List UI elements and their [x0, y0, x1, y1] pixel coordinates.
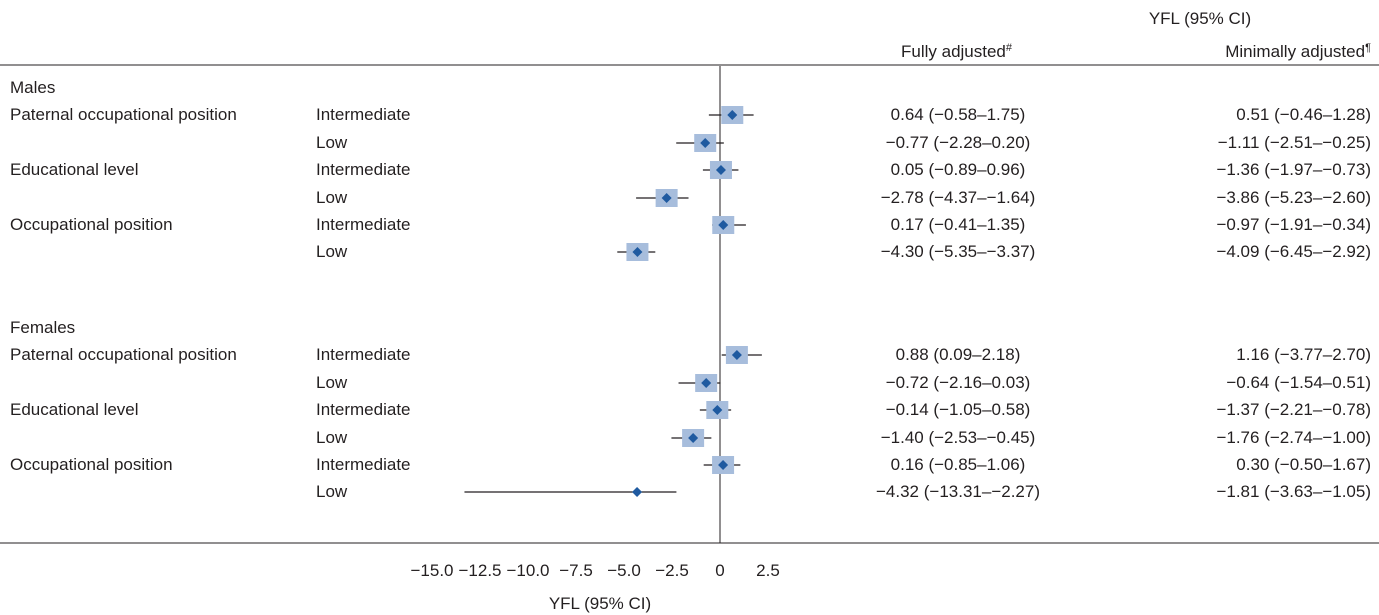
row-fully-adjusted-value: −2.78 (−4.37–−1.64) [880, 188, 1036, 207]
point-estimate-marker [727, 110, 738, 120]
tick-label: −12.5 [458, 561, 502, 580]
point-estimate-marker [731, 350, 742, 360]
point-estimate-marker [632, 247, 643, 257]
row-fully-adjusted-value: 0.05 (−0.89–0.96) [890, 160, 1026, 179]
row-level-label: Low [316, 482, 348, 501]
row-level-label: Low [316, 373, 348, 392]
tick-label: −2.5 [655, 561, 689, 580]
row-minimally-adjusted-value: 0.30 (−0.50–1.67) [1236, 455, 1371, 474]
group-label: Males [10, 78, 56, 97]
point-estimate-marker [700, 138, 711, 148]
row-fully-adjusted-value: −1.40 (−2.53–−0.45) [880, 428, 1036, 447]
row-minimally-adjusted-value: 0.51 (−0.46–1.28) [1236, 105, 1371, 124]
point-estimate-marker [632, 487, 643, 497]
tick-label: −7.5 [559, 561, 593, 580]
point-estimate-marker [712, 405, 723, 415]
tick-label: −5.0 [607, 561, 641, 580]
row-minimally-adjusted-value: 1.16 (−3.77–2.70) [1236, 345, 1371, 364]
row-level-label: Intermediate [316, 400, 411, 419]
col-fully-adjusted-header: Fully adjusted# [901, 42, 1013, 61]
row-level-label: Low [316, 242, 348, 261]
col-minimally-adjusted-header: Minimally adjusted¶ [1225, 42, 1371, 61]
row-fully-adjusted-value: −0.77 (−2.28–0.20) [885, 133, 1031, 152]
row-minimally-adjusted-value: −1.81 (−3.63–−1.05) [1216, 482, 1371, 501]
tick-label: 0 [715, 561, 725, 580]
point-estimate-marker [718, 460, 729, 470]
row-level-label: Low [316, 428, 348, 447]
row-fully-adjusted-value: 0.17 (−0.41–1.35) [890, 215, 1026, 234]
row-fully-adjusted-value: 0.88 (0.09–2.18) [895, 345, 1021, 364]
row-variable-label: Educational level [10, 160, 139, 179]
row-variable-label: Paternal occupational position [10, 345, 237, 364]
tick-label: 2.5 [756, 561, 780, 580]
row-level-label: Intermediate [316, 160, 411, 179]
point-estimate-marker [661, 193, 672, 203]
group-label: Females [10, 318, 76, 337]
row-minimally-adjusted-value: −1.36 (−1.97–−0.73) [1216, 160, 1371, 179]
row-level-label: Intermediate [316, 455, 411, 474]
row-fully-adjusted-value: −0.72 (−2.16–0.03) [885, 373, 1031, 392]
row-minimally-adjusted-value: −3.86 (−5.23–−2.60) [1216, 188, 1371, 207]
row-minimally-adjusted-value: −0.97 (−1.91–−0.34) [1216, 215, 1371, 234]
point-estimate-marker [688, 433, 699, 443]
x-axis-title: YFL (95% CI) [548, 594, 652, 613]
footnote-mark-pilcrow: ¶ [1365, 42, 1371, 54]
row-variable-label: Occupational position [10, 215, 173, 234]
row-level-label: Intermediate [316, 105, 411, 124]
row-variable-label: Educational level [10, 400, 139, 419]
row-minimally-adjusted-value: −0.64 (−1.54–0.51) [1226, 373, 1371, 392]
row-minimally-adjusted-value: −1.11 (−2.51–−0.25) [1217, 133, 1371, 152]
row-fully-adjusted-value: −0.14 (−1.05–0.58) [885, 400, 1031, 419]
col-group-title: YFL (95% CI) [1148, 9, 1252, 28]
tick-label: −15.0 [410, 561, 454, 580]
point-estimate-marker [718, 220, 729, 230]
footnote-mark-hash: # [1005, 42, 1013, 54]
row-level-label: Low [316, 188, 348, 207]
row-level-label: Intermediate [316, 215, 411, 234]
row-fully-adjusted-value: 0.64 (−0.58–1.75) [890, 105, 1026, 124]
row-fully-adjusted-value: −4.32 (−13.31–−2.27) [876, 482, 1040, 501]
row-minimally-adjusted-value: −1.76 (−2.74–−1.00) [1216, 428, 1371, 447]
tick-label: −10.0 [506, 561, 550, 580]
row-minimally-adjusted-value: −4.09 (−6.45–−2.92) [1216, 242, 1371, 261]
row-minimally-adjusted-value: −1.37 (−2.21–−0.78) [1216, 400, 1371, 419]
row-fully-adjusted-value: −4.30 (−5.35–−3.37) [880, 242, 1036, 261]
row-variable-label: Paternal occupational position [10, 105, 237, 124]
row-variable-label: Occupational position [10, 455, 173, 474]
point-estimate-marker [701, 378, 712, 388]
row-level-label: Low [316, 133, 348, 152]
point-estimate-marker [715, 165, 726, 175]
row-level-label: Intermediate [316, 345, 411, 364]
row-fully-adjusted-value: 0.16 (−0.85–1.06) [890, 455, 1026, 474]
